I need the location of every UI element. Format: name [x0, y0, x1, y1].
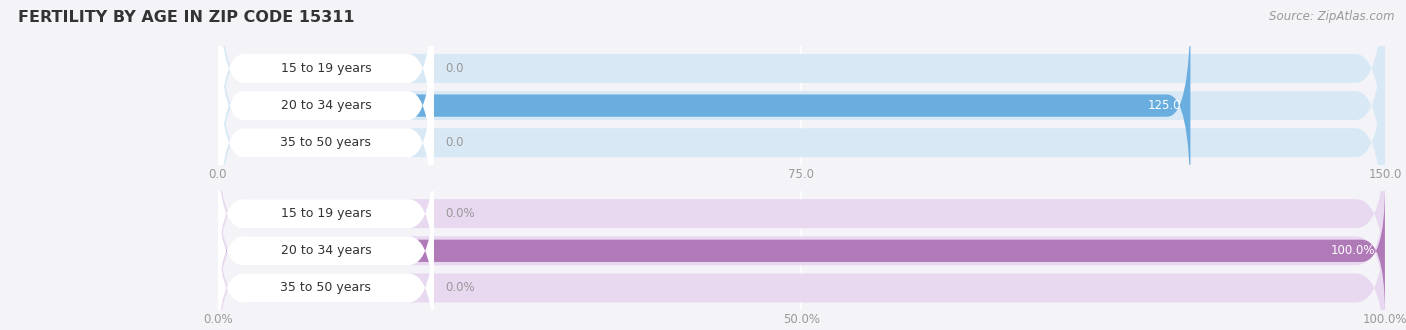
- Text: FERTILITY BY AGE IN ZIP CODE 15311: FERTILITY BY AGE IN ZIP CODE 15311: [18, 10, 354, 25]
- FancyBboxPatch shape: [218, 135, 1385, 292]
- FancyBboxPatch shape: [218, 183, 434, 318]
- Text: 35 to 50 years: 35 to 50 years: [280, 136, 371, 149]
- FancyBboxPatch shape: [218, 0, 1385, 193]
- FancyBboxPatch shape: [218, 0, 434, 177]
- Text: 15 to 19 years: 15 to 19 years: [281, 207, 371, 220]
- Text: 35 to 50 years: 35 to 50 years: [280, 281, 371, 294]
- FancyBboxPatch shape: [218, 0, 434, 214]
- FancyBboxPatch shape: [218, 35, 434, 251]
- FancyBboxPatch shape: [218, 210, 1385, 330]
- Text: 20 to 34 years: 20 to 34 years: [281, 99, 371, 112]
- Text: 15 to 19 years: 15 to 19 years: [281, 62, 371, 75]
- Text: 0.0: 0.0: [446, 62, 464, 75]
- Text: 100.0%: 100.0%: [1331, 244, 1375, 257]
- Text: 20 to 34 years: 20 to 34 years: [281, 244, 371, 257]
- Text: 0.0: 0.0: [446, 136, 464, 149]
- Text: 0.0%: 0.0%: [446, 207, 475, 220]
- Text: 0.0%: 0.0%: [446, 281, 475, 294]
- FancyBboxPatch shape: [218, 18, 1385, 267]
- FancyBboxPatch shape: [218, 221, 434, 330]
- FancyBboxPatch shape: [218, 147, 434, 281]
- FancyBboxPatch shape: [218, 173, 1385, 329]
- FancyBboxPatch shape: [218, 188, 1385, 314]
- Text: Source: ZipAtlas.com: Source: ZipAtlas.com: [1270, 10, 1395, 23]
- FancyBboxPatch shape: [218, 5, 1191, 206]
- FancyBboxPatch shape: [218, 0, 1385, 230]
- Text: 125.0: 125.0: [1147, 99, 1181, 112]
